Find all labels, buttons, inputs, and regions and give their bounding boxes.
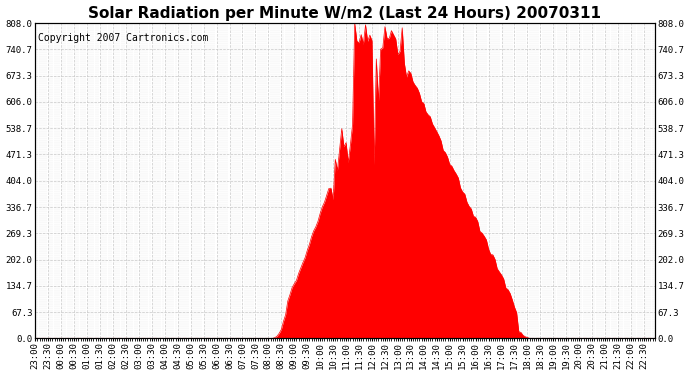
Title: Solar Radiation per Minute W/m2 (Last 24 Hours) 20070311: Solar Radiation per Minute W/m2 (Last 24… [88,6,602,21]
Text: Copyright 2007 Cartronics.com: Copyright 2007 Cartronics.com [39,33,208,43]
